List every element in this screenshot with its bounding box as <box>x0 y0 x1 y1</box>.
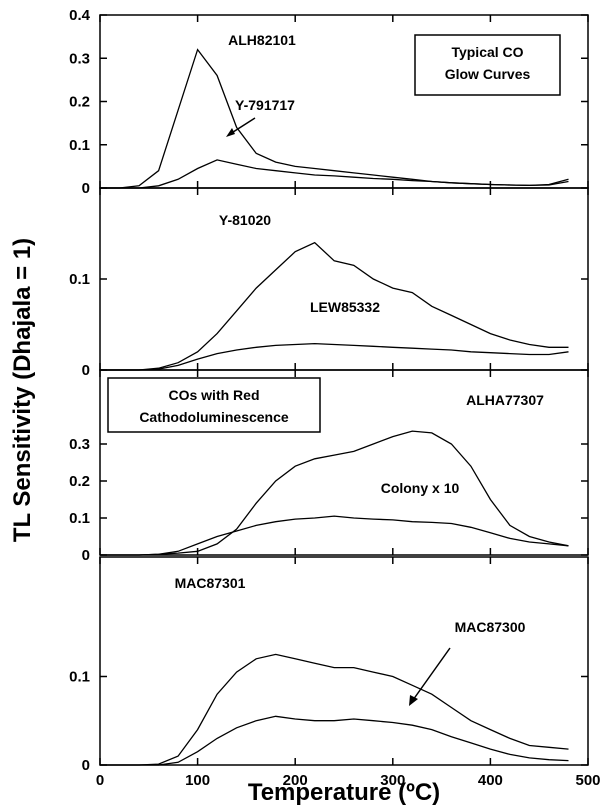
series-line <box>100 342 569 371</box>
panel-frame <box>99 187 589 371</box>
panel-frame <box>99 556 589 766</box>
y-tick-label: 0.2 <box>69 473 90 490</box>
x-tick-label: 400 <box>478 772 503 789</box>
y-axis-label: TL Sensitivity (Dhajala = 1) <box>9 238 36 542</box>
series-line <box>100 653 569 766</box>
y-tick-label: 0.3 <box>69 50 90 67</box>
arrow <box>412 647 451 701</box>
annotation: Glow Curves <box>445 66 531 82</box>
y-tick-label: 0.1 <box>69 137 90 154</box>
series-label: Y-791717 <box>235 97 295 113</box>
series-line <box>100 159 569 189</box>
series-line <box>100 715 569 766</box>
annotation-box <box>414 34 561 96</box>
x-tick-label: 500 <box>575 772 600 789</box>
series-line <box>100 515 569 556</box>
annotation: COs with Red <box>168 387 259 403</box>
x-tick-label: 100 <box>185 772 210 789</box>
series-label: MAC87300 <box>455 619 526 635</box>
arrow-head <box>409 695 418 706</box>
series-label: Colony x 10 <box>381 480 460 496</box>
annotation-box <box>107 377 321 433</box>
annotation: Cathodoluminescence <box>139 409 289 425</box>
y-tick-label: 0 <box>82 547 90 564</box>
series-line <box>100 430 569 556</box>
panel-frame <box>99 369 589 556</box>
x-axis-label: Temperature (ºC) <box>248 779 440 806</box>
y-tick-label: 0.1 <box>69 271 90 288</box>
x-tick-label: 0 <box>96 772 104 789</box>
arrow-head <box>226 128 235 137</box>
x-tick-label: 200 <box>283 772 308 789</box>
arrow <box>229 117 256 135</box>
x-tick-label: 300 <box>380 772 405 789</box>
series-label: ALH82101 <box>228 32 296 48</box>
y-tick-label: 0 <box>82 362 90 379</box>
y-tick-label: 0.3 <box>69 436 90 453</box>
series-label: MAC87301 <box>175 575 246 591</box>
y-tick-label: 0 <box>82 180 90 197</box>
y-tick-label: 0.2 <box>69 94 90 111</box>
y-tick-label: 0.4 <box>69 7 91 24</box>
y-tick-label: 0.1 <box>69 668 90 685</box>
series-line <box>100 241 569 371</box>
series-label: Y-81020 <box>219 212 271 228</box>
y-tick-label: 0.1 <box>69 510 90 527</box>
series-label: LEW85332 <box>310 299 380 315</box>
series-label: ALHA77307 <box>466 392 544 408</box>
y-tick-label: 0 <box>82 757 90 774</box>
annotation: Typical CO <box>451 44 523 60</box>
